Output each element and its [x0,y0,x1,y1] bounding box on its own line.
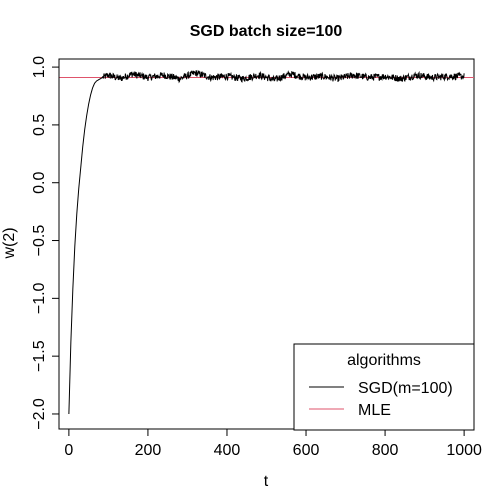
y-tick-label: 0.0 [31,172,48,194]
y-axis-label: w(2) [1,227,18,259]
y-tick-label: −2.0 [31,398,48,430]
legend-title: algorithms [347,352,421,369]
x-tick-label: 1000 [446,442,482,459]
x-tick-label: 800 [372,442,399,459]
y-tick-label: −1.5 [31,340,48,372]
x-axis-label: t [264,473,269,490]
y-tick-label: −0.5 [31,225,48,257]
x-tick-label: 400 [214,442,241,459]
chart-title: SGD batch size=100 [190,23,343,40]
y-axis: −2.0 −1.5 −1.0 −0.5 0.0 0.5 1.0 [31,56,60,430]
x-tick-label: 0 [64,442,73,459]
y-tick-label: −1.0 [31,282,48,314]
x-tick-label: 200 [135,442,162,459]
legend: algorithms SGD(m=100) MLE [293,343,475,431]
y-tick-label: 1.0 [31,56,48,78]
legend-label-mle: MLE [358,402,391,419]
series-sgd-line [68,69,465,414]
x-axis: 0 200 400 600 800 1000 [64,428,482,459]
y-tick-label: 0.5 [31,114,48,136]
legend-label-sgd: SGD(m=100) [358,380,453,397]
x-tick-label: 600 [293,442,320,459]
